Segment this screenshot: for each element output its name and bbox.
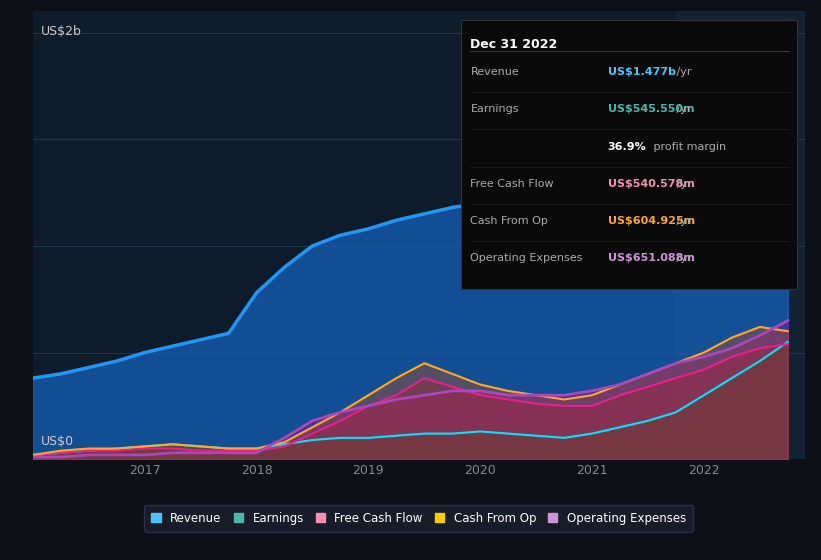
Text: Cash From Op: Cash From Op xyxy=(470,216,548,226)
Text: US$604.925m: US$604.925m xyxy=(608,216,695,226)
Text: US$545.550m: US$545.550m xyxy=(608,104,695,114)
Text: US$651.088m: US$651.088m xyxy=(608,253,695,263)
Text: US$1.477b: US$1.477b xyxy=(608,67,676,77)
Text: /yr: /yr xyxy=(673,179,692,189)
FancyBboxPatch shape xyxy=(461,20,797,289)
Legend: Revenue, Earnings, Free Cash Flow, Cash From Op, Operating Expenses: Revenue, Earnings, Free Cash Flow, Cash … xyxy=(144,505,693,531)
Text: 36.9%: 36.9% xyxy=(608,142,646,152)
Text: Revenue: Revenue xyxy=(470,67,519,77)
Text: Free Cash Flow: Free Cash Flow xyxy=(470,179,554,189)
Text: /yr: /yr xyxy=(673,67,692,77)
Text: Dec 31 2022: Dec 31 2022 xyxy=(470,38,557,51)
Text: /yr: /yr xyxy=(673,104,692,114)
Text: US$0: US$0 xyxy=(40,435,74,448)
Text: US$540.578m: US$540.578m xyxy=(608,179,695,189)
Text: US$2b: US$2b xyxy=(40,25,81,38)
Text: /yr: /yr xyxy=(673,216,692,226)
Text: Operating Expenses: Operating Expenses xyxy=(470,253,583,263)
Text: /yr: /yr xyxy=(673,253,692,263)
Text: profit margin: profit margin xyxy=(650,142,727,152)
Text: Earnings: Earnings xyxy=(470,104,519,114)
Bar xyxy=(676,11,805,459)
